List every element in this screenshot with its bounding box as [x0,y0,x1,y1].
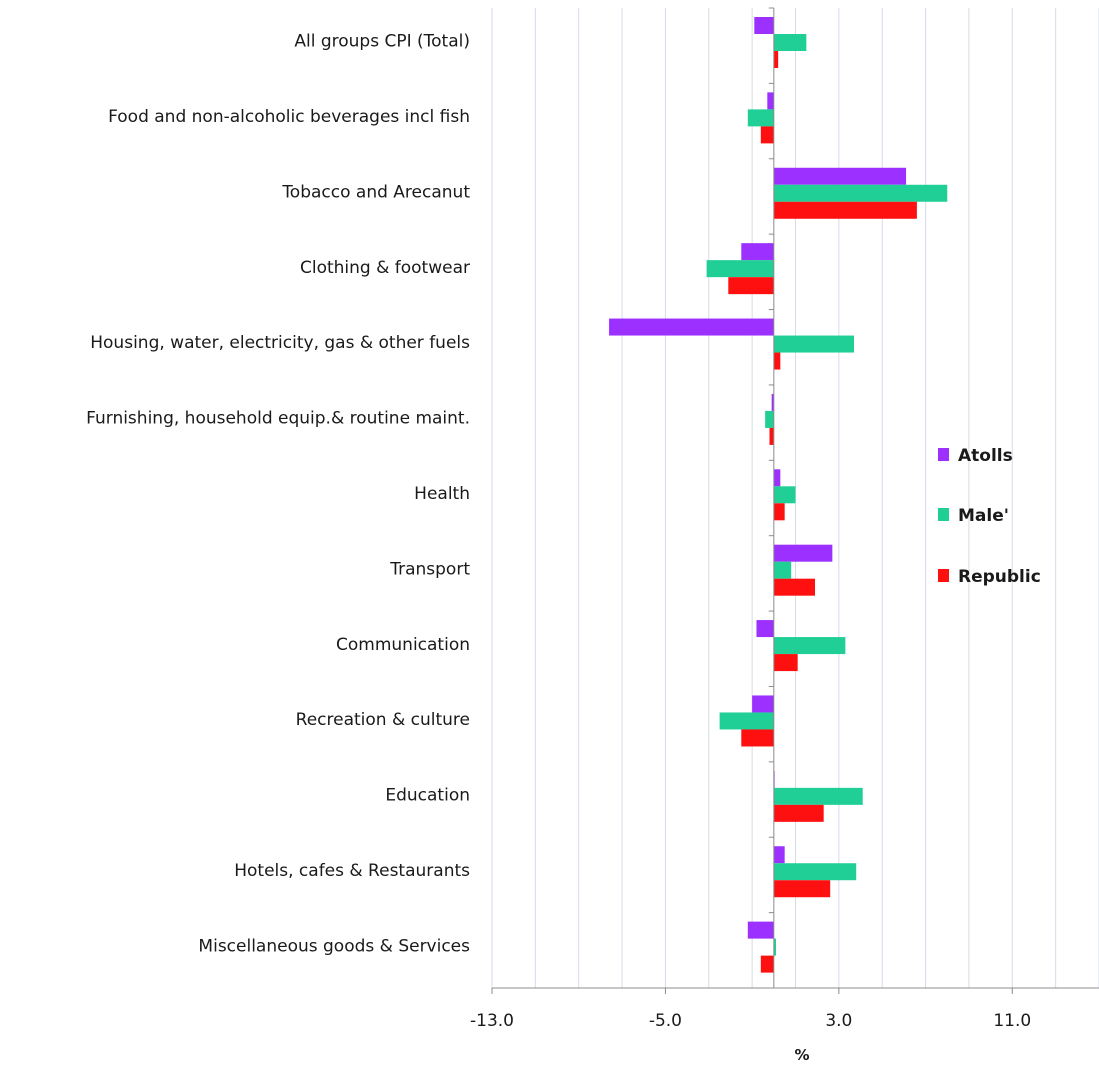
bar-atolls-0 [754,17,774,34]
bar-republic-7 [773,578,816,596]
category-labels: All groups CPI (Total) Food and non-alcoh… [86,32,470,957]
bar-male-5 [765,410,774,428]
category-label: Miscellaneous goods & Services [198,936,470,956]
bar-atolls-5 [771,393,774,411]
bar-atolls-7 [773,544,833,562]
bar-republic-1 [760,126,774,144]
bar-male-0 [773,34,807,51]
legend: Atolls Male' Republic [938,446,1041,587]
bar-atolls-4 [609,318,774,336]
category-label: All groups CPI (Total) [294,32,470,52]
bar-male-4 [773,335,855,353]
legend-swatch-male [938,508,949,521]
bar-republic-10 [773,804,824,822]
category-label: Furnishing, household equip.& routine ma… [86,409,470,429]
bar-male-7 [773,561,792,579]
category-label: Hotels, cafes & Restaurants [234,861,470,881]
x-tick-label: 11.0 [993,1011,1031,1031]
legend-label: Atolls [958,446,1013,466]
legend-label: Republic [958,567,1041,587]
bars [609,17,948,973]
legend-swatch-republic [938,569,949,582]
bar-republic-11 [773,880,831,898]
category-label: Communication [336,635,470,655]
bar-atolls-3 [741,243,774,261]
bar-atolls-9 [752,695,774,713]
legend-label: Male' [958,506,1009,526]
bar-male-9 [719,712,774,730]
bar-male-6 [773,486,796,504]
bar-republic-3 [728,277,774,295]
bar-republic-4 [773,352,781,370]
category-label: Housing, water, electricity, gas & other… [90,333,470,353]
bar-atolls-2 [773,167,907,185]
bar-republic-6 [773,503,785,521]
bar-male-2 [773,184,948,202]
bar-atolls-11 [773,846,785,864]
legend-swatch-atolls [938,448,949,461]
bar-atolls-8 [756,620,774,638]
bar-republic-8 [773,654,798,672]
bar-republic-12 [760,955,774,973]
category-label: Education [385,786,470,806]
category-label: Recreation & culture [296,710,470,730]
bar-atolls-6 [773,469,781,487]
bar-male-10 [773,787,863,805]
x-tick-label: -13.0 [470,1011,514,1031]
axes: -13.0 -5.0 3.0 11.0% [470,7,1099,1064]
gridlines [491,8,1099,988]
x-axis-title: % [794,1046,809,1064]
bar-republic-2 [773,201,917,219]
bar-male-11 [773,863,857,881]
category-label: Health [414,484,470,504]
bar-republic-5 [769,427,774,445]
bar-republic-0 [773,51,779,68]
bar-male-8 [773,637,846,655]
bar-male-3 [706,260,774,278]
x-tick-label: -5.0 [649,1011,682,1031]
category-label: Transport [389,559,470,579]
bar-male-12 [773,938,776,956]
x-tick-label: 3.0 [825,1011,852,1031]
category-label: Food and non-alcoholic beverages incl fi… [108,107,470,127]
bar-republic-9 [741,729,774,747]
bar-male-1 [747,109,774,127]
category-label: Tobacco and Arecanut [281,182,470,202]
bar-atolls-1 [767,92,774,110]
category-label: Clothing & footwear [300,258,470,278]
bar-atolls-12 [747,921,774,939]
